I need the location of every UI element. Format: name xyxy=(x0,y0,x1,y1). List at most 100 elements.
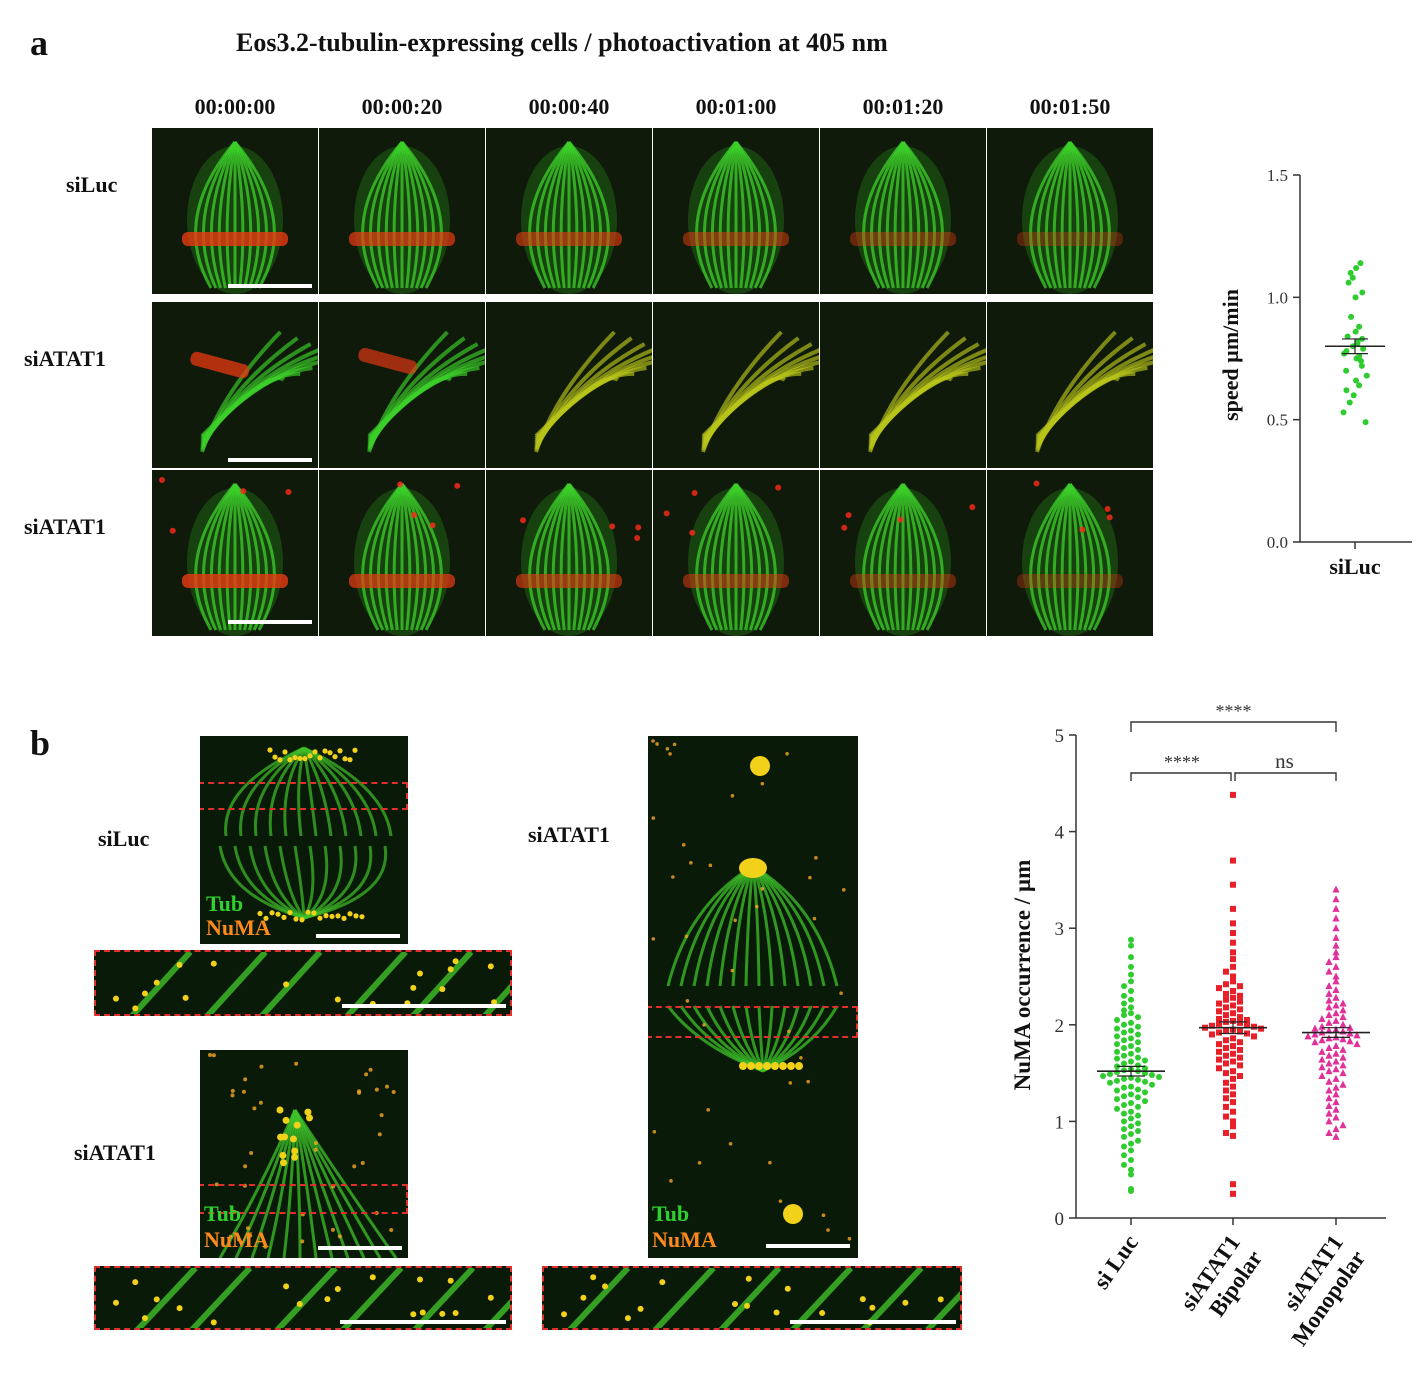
numa-data-point xyxy=(1114,1077,1120,1084)
numa-data-point xyxy=(1128,1010,1134,1017)
numa-data-point xyxy=(1325,1094,1333,1102)
timepoint-label: 00:01:50 xyxy=(1029,94,1111,119)
inset-siatat1-bipolar xyxy=(542,1266,962,1330)
numa-data-point xyxy=(1128,963,1134,970)
significance-bracket xyxy=(1130,721,1337,732)
numa-data-point xyxy=(1339,1027,1347,1035)
numa-data-point xyxy=(1332,1049,1340,1057)
numa-data-point xyxy=(1230,905,1236,912)
timelapse-frame xyxy=(486,128,652,294)
speed-data-point xyxy=(1340,409,1347,416)
timelapse-frame xyxy=(987,302,1153,468)
numa-data-point xyxy=(1230,930,1236,937)
numa-data-point xyxy=(1237,1019,1243,1026)
speed-data-point xyxy=(1356,382,1363,389)
numa-data-point xyxy=(1237,1039,1243,1046)
speed-data-point xyxy=(1352,294,1359,301)
numa-data-point xyxy=(1216,1029,1222,1036)
numa-data-point xyxy=(1135,1031,1141,1038)
numa-data-point xyxy=(1121,1143,1127,1150)
numa-data-point xyxy=(1230,987,1236,994)
numa-data-point xyxy=(1230,1043,1236,1050)
numa-data-point xyxy=(1230,1181,1236,1188)
numa-data-point xyxy=(1114,1069,1120,1076)
speed-data-point xyxy=(1353,355,1360,362)
numa-data-point xyxy=(1244,1016,1250,1023)
panel-a-title: Eos3.2-tubulin-expressing cells / photoa… xyxy=(236,28,888,57)
numa-data-point xyxy=(1332,1083,1340,1091)
numa-data-point xyxy=(1325,1018,1333,1026)
timelapse-frame xyxy=(152,470,318,636)
numa-data-point xyxy=(1325,1109,1333,1117)
timelapse-frame xyxy=(653,470,819,636)
numa-data-point xyxy=(1223,1070,1229,1077)
numa-data-point xyxy=(1128,1166,1134,1173)
numa-data-point xyxy=(1223,1129,1229,1136)
numa-data-point xyxy=(1121,1044,1127,1051)
numa-y-tick-label: 3 xyxy=(1055,919,1065,940)
numa-data-point xyxy=(1128,1147,1134,1154)
numa-data-point xyxy=(1332,977,1340,985)
numa-data-point xyxy=(1332,1009,1340,1017)
numa-data-point xyxy=(1135,1062,1141,1069)
speed-data-point xyxy=(1344,333,1351,340)
timelapse-frame xyxy=(987,128,1153,294)
numa-x-category-label: siATAT1Bipolar xyxy=(1176,1231,1268,1331)
numa-data-point xyxy=(1325,1059,1333,1067)
numa-data-point xyxy=(1230,1010,1236,1017)
significance-label: **** xyxy=(1164,752,1200,772)
numa-data-point xyxy=(1325,958,1333,966)
numa-data-point xyxy=(1237,1062,1243,1069)
speed-y-tick-label: 1.5 xyxy=(1267,166,1288,185)
numa-data-point xyxy=(1332,953,1340,961)
numa-data-point xyxy=(1325,1101,1333,1109)
numa-data-point xyxy=(1325,967,1333,975)
numa-data-point xyxy=(1230,939,1236,946)
numa-data-point xyxy=(1128,1050,1134,1057)
numa-data-point xyxy=(1237,1046,1243,1053)
numa-data-point xyxy=(1325,1043,1333,1051)
numa-data-point xyxy=(1121,1029,1127,1036)
numa-data-point xyxy=(1346,1037,1354,1045)
numa-data-point xyxy=(1121,992,1127,999)
numa-data-point xyxy=(1230,857,1236,864)
scale-bar xyxy=(228,620,312,624)
roi-box xyxy=(200,782,408,810)
numa-data-point xyxy=(1209,1031,1215,1038)
numa-data-point xyxy=(1121,1012,1127,1019)
speed-data-point xyxy=(1352,328,1359,335)
numa-data-point xyxy=(1223,1087,1229,1094)
numa-data-point xyxy=(1121,1000,1127,1007)
numa-y-tick-label: 1 xyxy=(1055,1112,1065,1133)
numa-data-point xyxy=(1332,1125,1340,1133)
numa-data-point xyxy=(1114,1025,1120,1032)
speed-data-point xyxy=(1350,392,1357,399)
numa-data-point xyxy=(1135,1086,1141,1093)
numa-data-point xyxy=(1128,1115,1134,1122)
numa-data-point xyxy=(1128,1100,1134,1107)
numa-data-point xyxy=(1121,1110,1127,1117)
numa-data-point xyxy=(1121,1007,1127,1014)
numa-data-point xyxy=(1325,1077,1333,1085)
numa-data-point xyxy=(1332,1098,1340,1106)
numa-data-point xyxy=(1325,1128,1333,1136)
speed-data-point xyxy=(1343,367,1350,374)
numa-data-point xyxy=(1230,1108,1236,1115)
numa-data-point xyxy=(1237,1028,1243,1035)
numa-data-point xyxy=(1318,1071,1326,1079)
numa-data-point xyxy=(1128,1083,1134,1090)
row-label: siATAT1 xyxy=(24,514,106,539)
numa-data-point xyxy=(1128,1187,1134,1194)
numa-data-point xyxy=(1332,1074,1340,1082)
scale-bar xyxy=(342,1004,506,1008)
numa-data-point xyxy=(1135,1137,1141,1144)
numa-data-point xyxy=(1149,1081,1155,1088)
timepoint-label: 00:00:40 xyxy=(528,94,610,119)
timelapse-frame xyxy=(820,470,986,636)
numa-data-point xyxy=(1114,1033,1120,1040)
numa-data-point xyxy=(1114,1016,1120,1023)
roi-box xyxy=(200,1184,408,1214)
numa-data-point xyxy=(1121,1161,1127,1168)
speed-y-tick-label: 0.5 xyxy=(1267,411,1288,430)
numa-data-point xyxy=(1135,1054,1141,1061)
